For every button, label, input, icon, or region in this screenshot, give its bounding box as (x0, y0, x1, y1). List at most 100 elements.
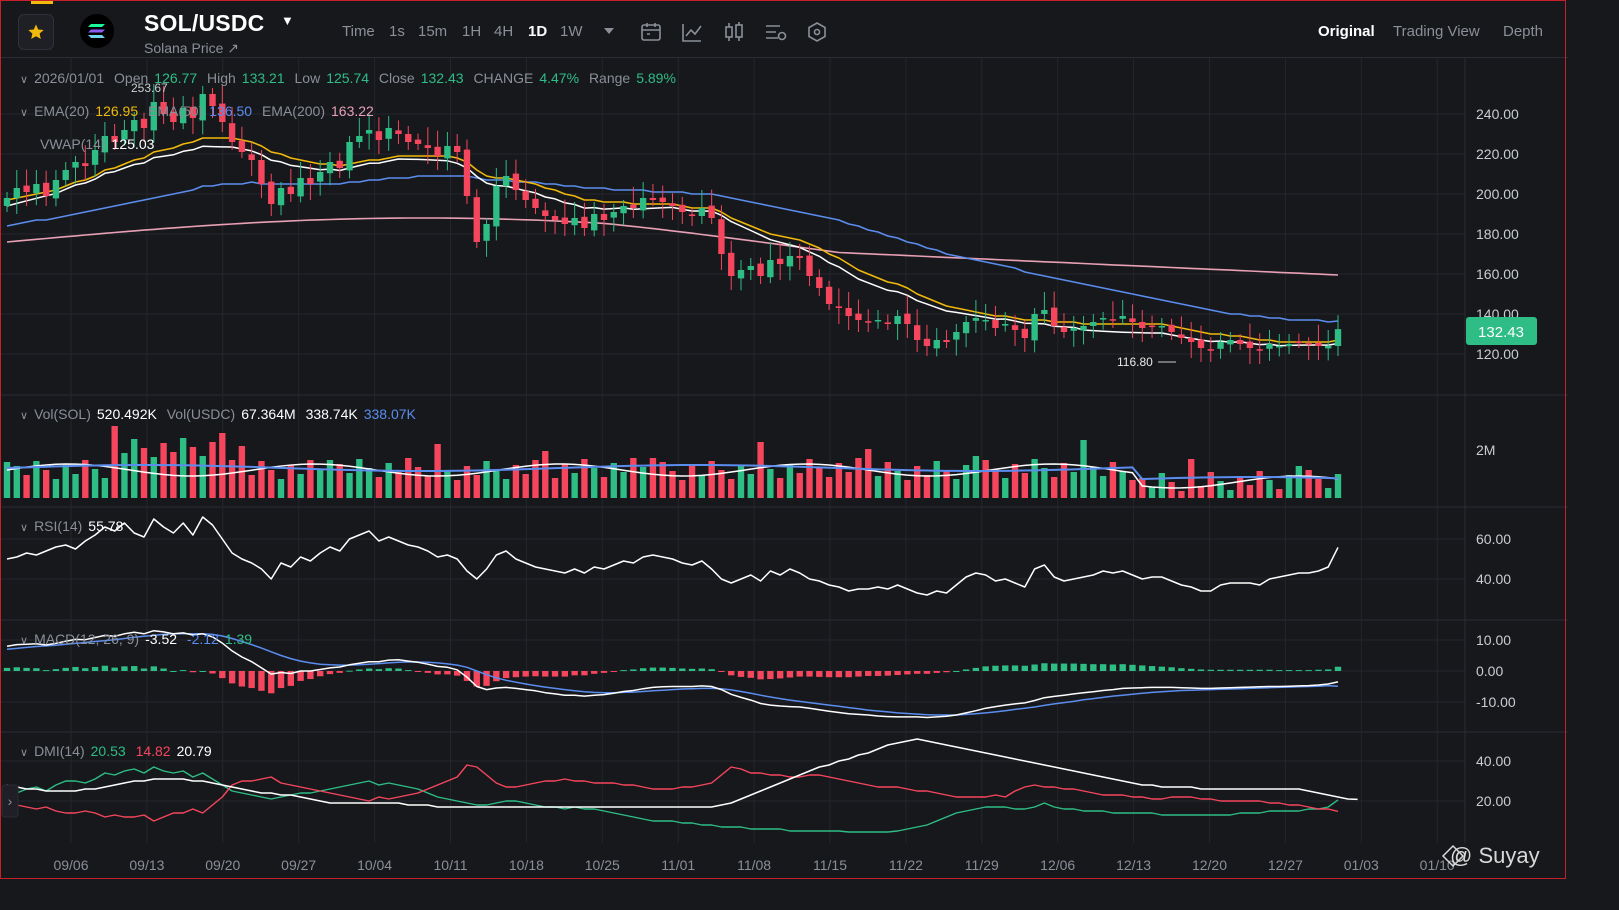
candle-body (434, 146, 441, 156)
timeframe-4h[interactable]: 4H (494, 23, 514, 40)
candle-body (3, 198, 11, 206)
volume-bar (493, 470, 500, 498)
timeframe-1h[interactable]: 1H (462, 23, 482, 40)
macd-histogram-bar (649, 667, 657, 671)
candle-body (150, 102, 157, 131)
macd-histogram-bar (42, 670, 50, 672)
candle-body (424, 145, 432, 148)
pair-subtitle-link[interactable]: Solana Price ↗ (144, 40, 239, 56)
candle-body (884, 322, 891, 324)
dropdown-caret-icon[interactable] (602, 21, 616, 41)
timeframe-1w[interactable]: 1W (560, 23, 583, 40)
volume-bar (855, 458, 862, 498)
vol-usdc-label: Vol(USDC) (166, 406, 236, 422)
collapse-chevron-icon[interactable]: ∨ (20, 522, 29, 534)
collapse-chevron-icon[interactable]: ∨ (20, 107, 29, 119)
timeframe-15m[interactable]: 15m (418, 23, 448, 40)
candle-body (316, 172, 324, 182)
volume-bar (913, 466, 921, 498)
pair-dropdown-caret-icon[interactable]: ▼ (281, 13, 294, 28)
macd-histogram-bar (1178, 668, 1185, 671)
collapse-chevron-icon[interactable]: ∨ (20, 635, 29, 647)
timeframe-1s[interactable]: 1s (389, 23, 405, 40)
calendar-icon[interactable] (640, 21, 662, 43)
candle-body (1276, 346, 1283, 348)
view-tradingview-tab[interactable]: Trading View (1393, 23, 1480, 40)
range-label: Range (588, 70, 631, 86)
rsi-label: RSI(14) (34, 518, 83, 534)
macd-histogram-bar (72, 666, 79, 671)
x-tick-label: 11/29 (965, 857, 999, 873)
candle-body (287, 186, 294, 194)
vwap-label: VWAP(14) (40, 136, 106, 152)
timeframe-time[interactable]: Time (342, 23, 375, 40)
candle-type-icon[interactable] (723, 21, 745, 43)
candle-body (1090, 322, 1097, 326)
hexagon-settings-icon[interactable] (806, 21, 828, 43)
favorite-button[interactable] (18, 14, 54, 50)
candle-body (904, 313, 911, 324)
top-toolbar: SOL/USDC ▼ Solana Price ↗ Time 1s 15m 1H… (0, 0, 1568, 57)
candle-body (923, 338, 931, 346)
candle-body (1197, 339, 1205, 348)
x-tick-label: 11/01 (661, 857, 695, 873)
ema200-line (6, 217, 1339, 276)
macd-histogram-bar (561, 671, 569, 677)
vol-sol-label: Vol(SOL) (34, 406, 91, 422)
candle-body (639, 198, 647, 211)
candle-body (728, 252, 735, 276)
ohlc-legend: ∨ 2026/01/01 Open 126.77 High 133.21 Low 125… (20, 70, 682, 86)
indicator-settings-icon[interactable] (764, 21, 788, 43)
candle-body (776, 258, 784, 264)
last-price-tag (1466, 317, 1537, 345)
macd-line (6, 629, 1339, 719)
candle-body (1168, 324, 1175, 332)
candle-body (502, 176, 510, 186)
price-tick-label: 120.00 (1476, 346, 1519, 362)
macd-histogram-bar (1188, 668, 1195, 671)
volume-bar (1021, 473, 1029, 498)
timeframe-1d[interactable]: 1D (528, 23, 548, 40)
macd-histogram-bar (454, 671, 461, 676)
volume-legend: ∨ Vol(SOL) 520.492K Vol(USDC) 67.364M 338.7… (20, 406, 422, 422)
macd-histogram-bar (522, 671, 529, 677)
collapse-chevron-icon[interactable]: ∨ (20, 74, 29, 86)
vol-sol-value: 520.492K (96, 406, 157, 422)
volume-bar (101, 478, 109, 498)
macd-histogram-bar (992, 665, 999, 671)
view-depth-tab[interactable]: Depth (1503, 23, 1544, 40)
macd-histogram-bar (630, 669, 637, 671)
volume-bar (894, 471, 901, 498)
view-original-tab[interactable]: Original (1318, 23, 1375, 40)
macd-histogram-bar (502, 671, 510, 679)
volume-bar (1129, 480, 1136, 498)
volume-bar (581, 459, 588, 498)
macd-histogram-bar (688, 668, 696, 671)
macd-histogram-bar (13, 667, 20, 671)
dmi-tick-label: 20.00 (1476, 793, 1511, 809)
macd-histogram-bar (1315, 669, 1322, 671)
candle-body (160, 102, 167, 114)
volume-bar (72, 474, 79, 498)
candle-body (679, 204, 686, 212)
pair-title[interactable]: SOL/USDC (144, 10, 265, 36)
macd-histogram-bar (356, 669, 363, 671)
line-chart-icon[interactable] (681, 21, 703, 43)
volume-bar (708, 461, 715, 498)
macd-histogram-bar (424, 671, 432, 673)
volume-ma-line (6, 463, 1339, 489)
candle-body (1178, 334, 1185, 338)
macd-histogram-bar (346, 670, 353, 672)
volume-bar (953, 479, 960, 498)
volume-bar (316, 469, 324, 498)
volume-bar (845, 472, 852, 498)
macd-histogram-bar (1276, 670, 1283, 672)
macd-histogram-bar (3, 667, 11, 671)
macd-histogram-bar (1090, 664, 1097, 671)
chart-canvas[interactable]: 09/06 09/13 09/20 09/27 10/04 10/11 10/18 10/25… (0, 0, 1568, 881)
volume-bar (669, 471, 676, 498)
collapse-chevron-icon[interactable]: ∨ (20, 747, 29, 759)
volume-bar (1041, 468, 1048, 498)
volume-bar (825, 477, 833, 498)
collapse-chevron-icon[interactable]: ∨ (20, 410, 29, 422)
